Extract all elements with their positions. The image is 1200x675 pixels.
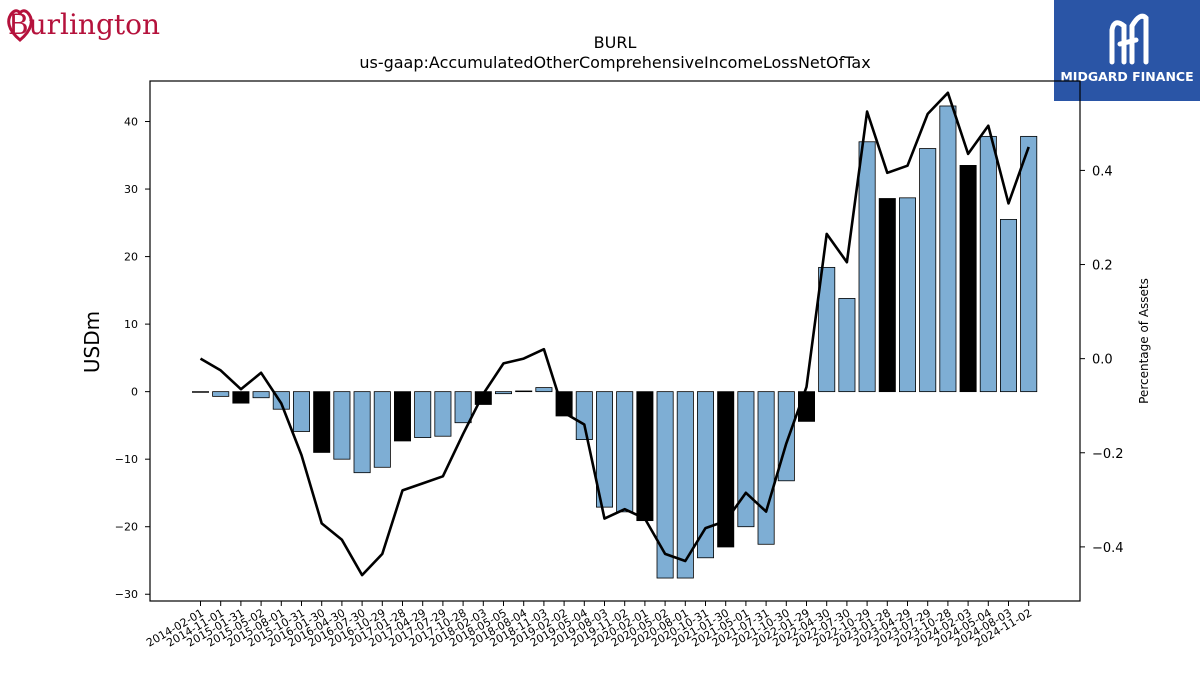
bar bbox=[979, 135, 997, 393]
bar bbox=[353, 391, 371, 474]
bar bbox=[596, 391, 614, 508]
y2-tick-label: 0.2 bbox=[1092, 259, 1113, 274]
midgard-wordmark: MIDGARD FINANCE bbox=[1060, 69, 1193, 84]
bar bbox=[373, 391, 391, 468]
bar bbox=[515, 390, 533, 393]
bar-series bbox=[191, 105, 1038, 579]
bar bbox=[232, 391, 250, 404]
y2-tick-label: −0.4 bbox=[1092, 541, 1124, 556]
y-axis-label: USDm bbox=[80, 311, 104, 373]
bar bbox=[616, 391, 634, 513]
bar bbox=[838, 298, 856, 393]
heart-icon bbox=[7, 9, 33, 42]
y-tick-label: −30 bbox=[115, 588, 138, 601]
midgard-mark-icon: MIDGARD FINANCE bbox=[1060, 13, 1194, 84]
bar bbox=[858, 141, 876, 393]
bar bbox=[434, 391, 452, 437]
bar bbox=[575, 391, 593, 440]
line-series bbox=[199, 91, 1030, 577]
bar bbox=[1020, 135, 1038, 393]
bar bbox=[878, 198, 896, 393]
bar bbox=[818, 266, 836, 393]
bar bbox=[212, 391, 230, 397]
y-tick-label: 40 bbox=[124, 116, 138, 129]
bar bbox=[676, 391, 694, 579]
y2-axis-label: Percentage of Assets bbox=[1137, 278, 1151, 404]
bar bbox=[454, 391, 472, 424]
bar bbox=[899, 197, 917, 393]
bar bbox=[777, 391, 795, 482]
y-tick-label: 10 bbox=[124, 318, 138, 331]
burlington-wordmark: Burlington bbox=[8, 8, 160, 41]
bar bbox=[636, 391, 654, 522]
bar bbox=[252, 391, 270, 399]
y-tick-label: 20 bbox=[124, 251, 138, 264]
plot-frame bbox=[149, 80, 1081, 602]
bar bbox=[656, 391, 674, 579]
y2-tick-label: 0.4 bbox=[1092, 164, 1113, 179]
y2-tick-label: 0.0 bbox=[1092, 353, 1113, 368]
bar bbox=[333, 391, 351, 460]
midgard-finance-logo: MIDGARD FINANCE bbox=[1054, 0, 1200, 101]
burlington-logo: Burlington bbox=[7, 8, 160, 42]
bar bbox=[757, 391, 775, 545]
bar bbox=[494, 391, 512, 395]
bar bbox=[959, 165, 977, 393]
bar bbox=[697, 391, 715, 559]
bar bbox=[414, 391, 432, 438]
percentage-line bbox=[199, 91, 1030, 577]
bar bbox=[292, 391, 310, 432]
y-tick-label: −10 bbox=[115, 453, 138, 466]
chart-title: BURL bbox=[594, 33, 637, 52]
y-tick-label: 30 bbox=[124, 183, 138, 196]
bar bbox=[313, 391, 331, 453]
bar bbox=[939, 105, 957, 393]
chart-subtitle: us-gaap:AccumulatedOtherComprehensiveInc… bbox=[359, 53, 870, 72]
bar bbox=[1000, 219, 1018, 393]
axes: −30−20−10010203040−0.4−0.20.00.20.42014-… bbox=[115, 80, 1124, 650]
bar bbox=[535, 387, 553, 393]
y-tick-label: 0 bbox=[131, 386, 138, 399]
bar bbox=[717, 391, 735, 548]
bar bbox=[393, 391, 411, 442]
bar bbox=[919, 148, 937, 393]
y-tick-label: −20 bbox=[115, 521, 138, 534]
y2-tick-label: −0.2 bbox=[1092, 447, 1124, 462]
bar bbox=[191, 391, 209, 393]
bar bbox=[737, 391, 755, 528]
